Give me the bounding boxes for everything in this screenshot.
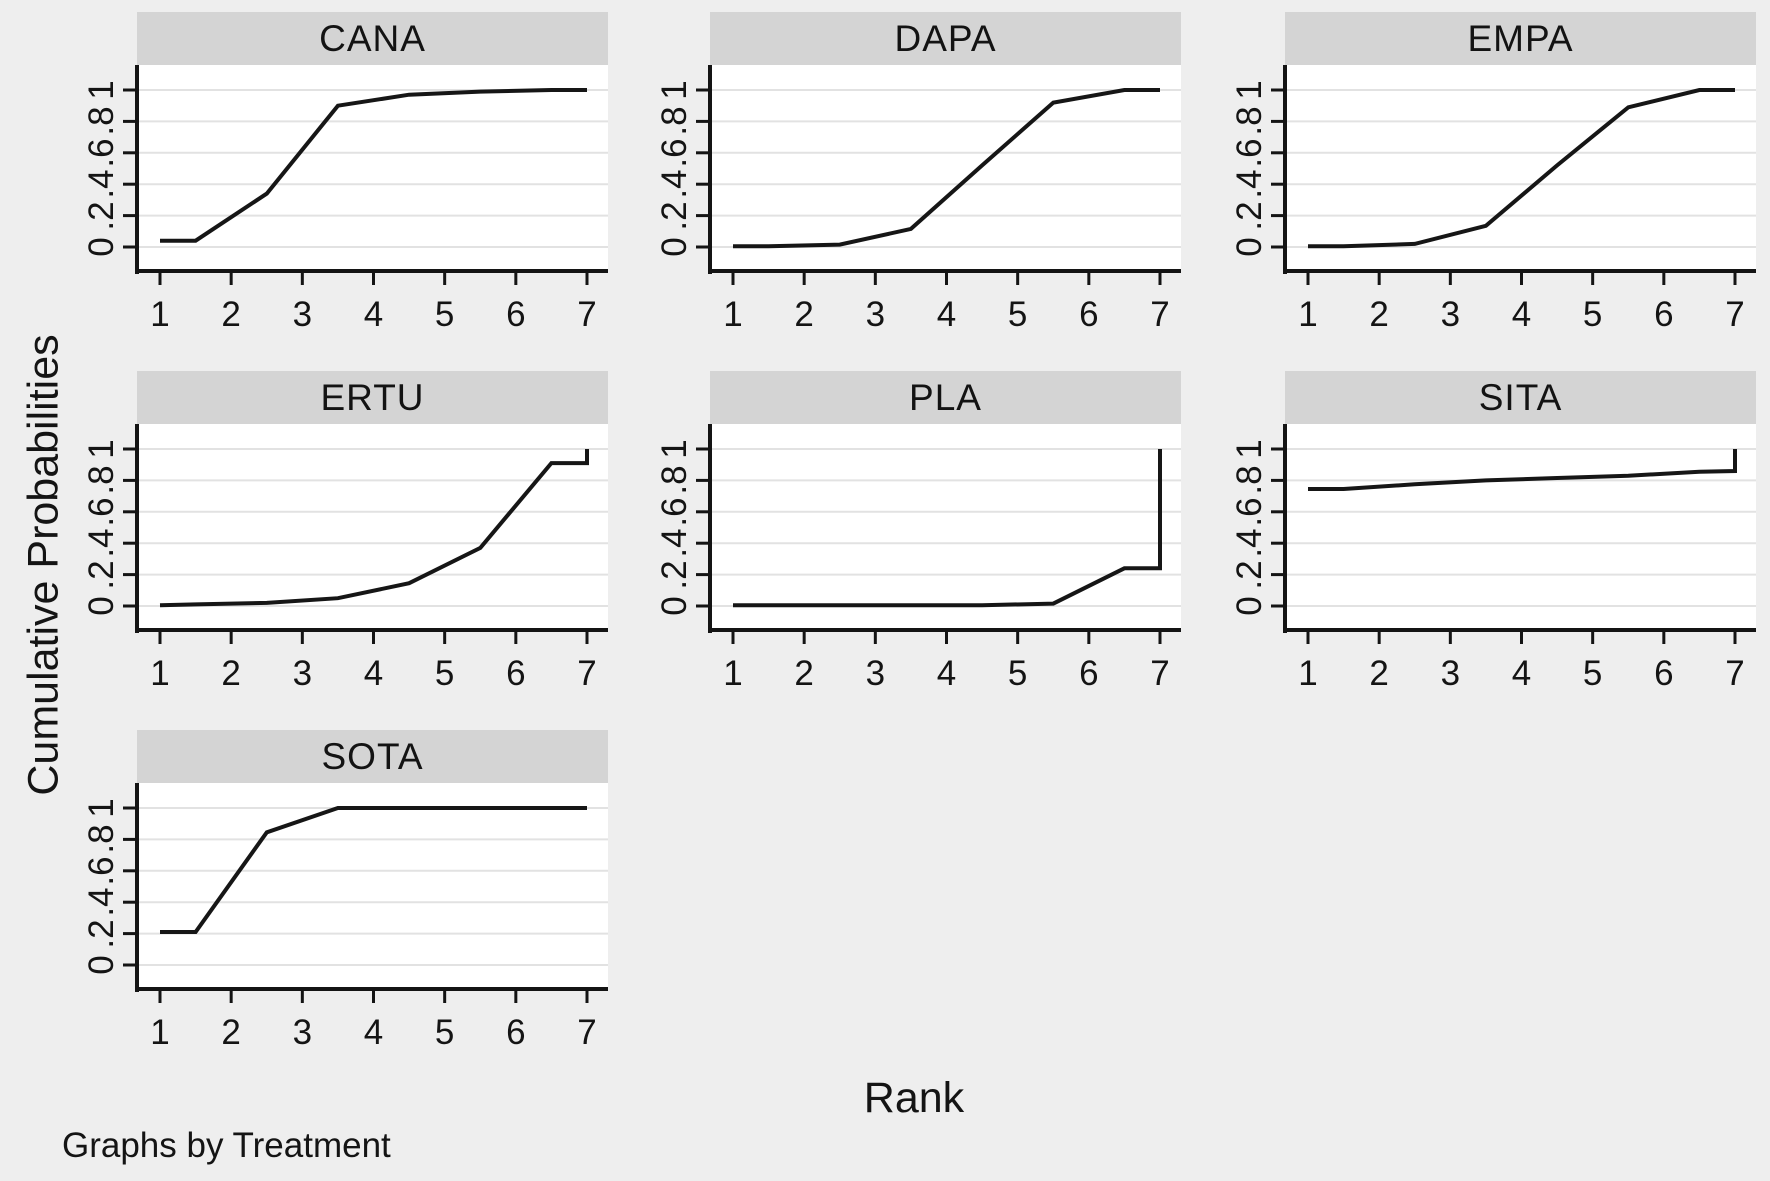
panel-plot-svg [123, 65, 608, 285]
x-tick-label: 7 [577, 1013, 597, 1052]
panel-DAPA: DAPA 1 2 3 4 5 6 7 0.2.4.6.8 1 [655, 12, 1181, 332]
x-tick-label: 5 [1582, 654, 1603, 693]
y-tick-label: 1 [654, 439, 694, 459]
panel-EMPA: EMPA 1 2 3 4 5 6 7 0.2.4.6.8 1 [1230, 12, 1756, 332]
x-tick-label: 1 [150, 1013, 170, 1052]
series-line-CANA [160, 88, 587, 243]
x-tick-label: 4 [936, 295, 957, 334]
x-tick-label: 6 [1654, 654, 1674, 693]
x-tick-label: 2 [221, 1013, 241, 1052]
y-axis-title: Cumulative Probabilities [19, 334, 68, 796]
panel-SITA: SITA 1 2 3 4 5 6 7 0.2.4.6.8 1 [1230, 371, 1756, 691]
x-tick-label: 2 [1369, 654, 1389, 693]
panel-plot-svg [696, 424, 1181, 644]
panel-plot-background [710, 65, 1181, 271]
x-tick-label: 3 [292, 295, 313, 334]
series-line-DAPA [733, 88, 1160, 249]
x-tick-label: 1 [150, 295, 170, 334]
panel-plot-svg [123, 783, 608, 1003]
x-tick-label: 1 [723, 654, 743, 693]
x-tick-label: 2 [794, 295, 814, 334]
x-tick-label: 3 [1440, 654, 1461, 693]
x-tick-label: 7 [1725, 654, 1745, 693]
series-line-PLA [733, 449, 1162, 608]
panel-plot-background [137, 424, 608, 630]
x-tick-label: 2 [794, 654, 814, 693]
panel-CANA: CANA 1 2 3 4 5 6 7 0.2.4.6.8 1 [82, 12, 608, 332]
x-tick-label: 6 [506, 295, 526, 334]
panel-title: DAPA [710, 12, 1181, 65]
x-tick-label: 3 [292, 1013, 313, 1052]
x-tick-label: 4 [1511, 295, 1532, 334]
x-tick-label: 2 [1369, 295, 1389, 334]
x-tick-label: 3 [292, 654, 313, 693]
panel-plot-svg [1271, 424, 1756, 644]
x-tick-label: 4 [1511, 654, 1532, 693]
x-tick-label: 7 [577, 654, 597, 693]
x-tick-label: 2 [221, 295, 241, 334]
x-axis-title: Rank [863, 1074, 965, 1122]
x-tick-label: 3 [865, 295, 886, 334]
panel-title: CANA [137, 12, 608, 65]
panel-plot-background [710, 424, 1181, 630]
x-tick-label: 5 [1007, 295, 1028, 334]
series-line-SITA [1308, 449, 1737, 491]
x-tick-label: 5 [434, 295, 455, 334]
y-tick-label: 1 [1229, 80, 1269, 100]
x-tick-label: 5 [1007, 654, 1028, 693]
x-tick-label: 1 [150, 654, 170, 693]
panel-plot-svg [1271, 65, 1756, 285]
y-tick-label: 1 [81, 80, 121, 100]
x-tick-label: 6 [506, 1013, 526, 1052]
x-tick-label: 4 [363, 654, 384, 693]
x-tick-label: 4 [363, 1013, 384, 1052]
panel-title: PLA [710, 371, 1181, 424]
x-tick-label: 7 [577, 295, 597, 334]
panel-title: EMPA [1285, 12, 1756, 65]
x-tick-label: 7 [1725, 295, 1745, 334]
panel-plot-svg [123, 424, 608, 644]
x-tick-label: 1 [723, 295, 743, 334]
x-tick-label: 7 [1150, 295, 1170, 334]
x-tick-label: 6 [1079, 295, 1099, 334]
x-tick-label: 6 [1079, 654, 1099, 693]
y-tick-label: 1 [654, 80, 694, 100]
x-tick-label: 1 [1298, 654, 1318, 693]
x-tick-label: 4 [936, 654, 957, 693]
panel-plot-svg [696, 65, 1181, 285]
x-tick-label: 3 [865, 654, 886, 693]
panel-title: SOTA [137, 730, 608, 783]
y-tick-label: 1 [81, 798, 121, 818]
panel-ERTU: ERTU 1 2 3 4 5 6 7 0.2.4.6.8 1 [82, 371, 608, 691]
x-tick-label: 1 [1298, 295, 1318, 334]
x-tick-label: 7 [1150, 654, 1170, 693]
series-line-EMPA [1308, 88, 1735, 249]
y-tick-label: 1 [1229, 439, 1269, 459]
x-tick-label: 6 [1654, 295, 1674, 334]
panel-title: ERTU [137, 371, 608, 424]
x-tick-label: 2 [221, 654, 241, 693]
x-tick-label: 5 [1582, 295, 1603, 334]
x-tick-label: 4 [363, 295, 384, 334]
panel-plot-background [137, 783, 608, 989]
x-tick-label: 5 [434, 654, 455, 693]
y-tick-label: 1 [81, 439, 121, 459]
panel-title: SITA [1285, 371, 1756, 424]
panel-plot-background [1285, 65, 1756, 271]
x-tick-label: 3 [1440, 295, 1461, 334]
series-line-ERTU [159, 449, 589, 608]
x-tick-label: 6 [506, 654, 526, 693]
panel-SOTA: SOTA 1 2 3 4 5 6 7 0.2.4.6.8 1 [82, 730, 608, 1050]
figure-footnote: Graphs by Treatment [62, 1126, 391, 1165]
panel-PLA: PLA 1 2 3 4 5 6 7 0.2.4.6.8 1 [655, 371, 1181, 691]
panel-plot-background [1285, 424, 1756, 630]
x-tick-label: 5 [434, 1013, 455, 1052]
series-line-SOTA [160, 806, 587, 934]
